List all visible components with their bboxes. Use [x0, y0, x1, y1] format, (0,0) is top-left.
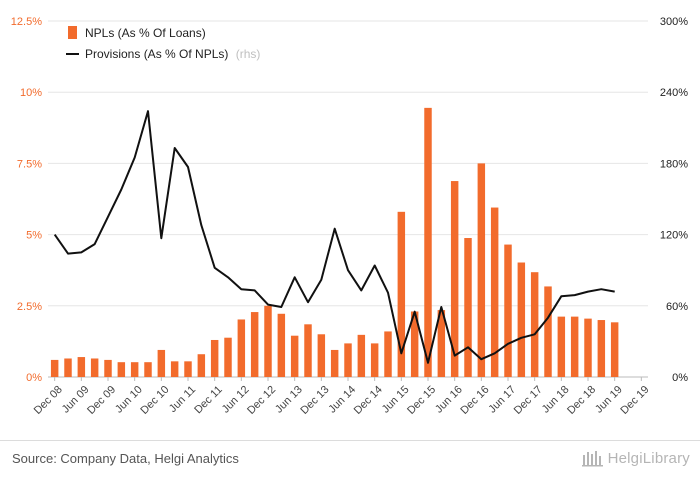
npl-bar	[437, 310, 446, 377]
x-tick-label: Dec 14	[352, 384, 385, 417]
npl-bar	[197, 354, 206, 377]
npl-bar	[130, 362, 139, 377]
x-tick-label: Dec 13	[298, 384, 331, 417]
npl-bar	[90, 358, 99, 377]
y-axis-right: 0% 60% 120% 180% 240% 300%	[660, 16, 688, 384]
y-left-tick-label: 5%	[26, 230, 42, 242]
y-left-tick-label: 7.5%	[17, 158, 42, 170]
npl-bar	[544, 286, 552, 377]
y-left-tick-label: 12.5%	[11, 16, 42, 28]
npl-bar	[117, 362, 126, 377]
npl-bar	[490, 207, 499, 377]
x-tick-label: Dec 10	[138, 384, 171, 417]
npl-bar	[317, 334, 326, 377]
npl-bar	[410, 311, 419, 377]
legend-label-provisions-text: Provisions (As % Of NPLs)	[85, 47, 228, 61]
y-right-tick-label: 0%	[672, 372, 688, 384]
npl-bar	[50, 359, 59, 377]
npl-bar	[397, 211, 406, 377]
npl-provisions-chart: 0% 2.5% 5% 7.5% 10% 12.5% 0% 60% 120% 180% 240% 30…	[11, 16, 688, 417]
y-left-tick-label: 0%	[26, 372, 42, 384]
x-tick-label: Dec 08	[32, 384, 65, 417]
npl-bar	[597, 320, 606, 377]
npl-bar	[424, 107, 432, 377]
y-right-tick-label: 180%	[660, 158, 688, 170]
helgi-library-logo[interactable]: HelgiLibrary	[581, 449, 690, 467]
x-tick-label: Dec 16	[458, 384, 491, 417]
npl-bar	[104, 359, 112, 377]
library-icon	[581, 451, 603, 467]
npl-bar	[224, 337, 232, 377]
x-tick-label: Dec 11	[192, 384, 225, 417]
npl-bar	[610, 322, 619, 377]
legend-rhs-note: (rhs)	[236, 47, 261, 61]
source-text: Source: Company Data, Helgi Analytics	[12, 451, 239, 466]
x-tick-label: Dec 18	[565, 384, 598, 417]
y-right-tick-label: 300%	[660, 16, 688, 28]
npl-bar	[277, 313, 286, 377]
x-tick-label: Dec 19	[618, 384, 651, 417]
npl-bar	[237, 319, 246, 377]
npl-bar	[184, 361, 192, 377]
npl-bar	[264, 305, 272, 377]
npl-bar	[517, 262, 526, 377]
npl-bar	[357, 334, 366, 377]
y-right-tick-label: 120%	[660, 230, 688, 242]
npl-bar	[370, 343, 379, 377]
npl-bar	[344, 343, 352, 377]
x-tick-label: Dec 15	[405, 384, 438, 417]
npl-bar	[464, 238, 472, 377]
npl-bar	[477, 163, 486, 377]
npl-bar	[170, 361, 179, 377]
npl-bar	[504, 244, 512, 377]
legend-swatch-npl	[68, 26, 77, 39]
npl-bar	[557, 316, 566, 377]
x-tick-label: Dec 12	[245, 384, 278, 417]
footer: Source: Company Data, Helgi Analytics He…	[0, 440, 700, 483]
x-tick-label: Dec 17	[512, 384, 545, 417]
npl-bar	[210, 339, 219, 377]
npl-bar	[304, 324, 312, 377]
y-axis-left: 0% 2.5% 5% 7.5% 10% 12.5%	[11, 16, 42, 384]
y-left-tick-label: 10%	[20, 87, 42, 99]
logo-text: HelgiLibrary	[607, 449, 690, 467]
legend: NPLs (As % Of Loans) Provisions (As % Of…	[66, 26, 260, 61]
npl-bar	[64, 358, 72, 377]
npl-bar	[384, 331, 392, 377]
provisions-line	[53, 110, 615, 364]
npl-bar	[450, 181, 459, 377]
y-right-tick-label: 60%	[666, 301, 688, 313]
npl-bar	[584, 318, 592, 377]
y-left-tick-label: 2.5%	[17, 301, 42, 313]
npl-bar	[157, 349, 166, 377]
y-right-tick-label: 240%	[660, 87, 688, 99]
npl-bar	[570, 316, 579, 377]
npl-bar	[330, 349, 339, 377]
npl-bar	[530, 272, 539, 377]
npl-bar	[250, 312, 259, 377]
npl-bar	[144, 362, 152, 377]
provisions-line-path	[53, 110, 615, 364]
legend-label-provisions: Provisions (As % Of NPLs) (rhs)	[85, 47, 260, 61]
npl-bar	[77, 357, 86, 377]
npl-bar	[290, 335, 299, 377]
x-tick-label: Dec 09	[85, 384, 118, 417]
npl-bars	[50, 107, 619, 377]
legend-label-npl: NPLs (As % Of Loans)	[85, 26, 206, 40]
